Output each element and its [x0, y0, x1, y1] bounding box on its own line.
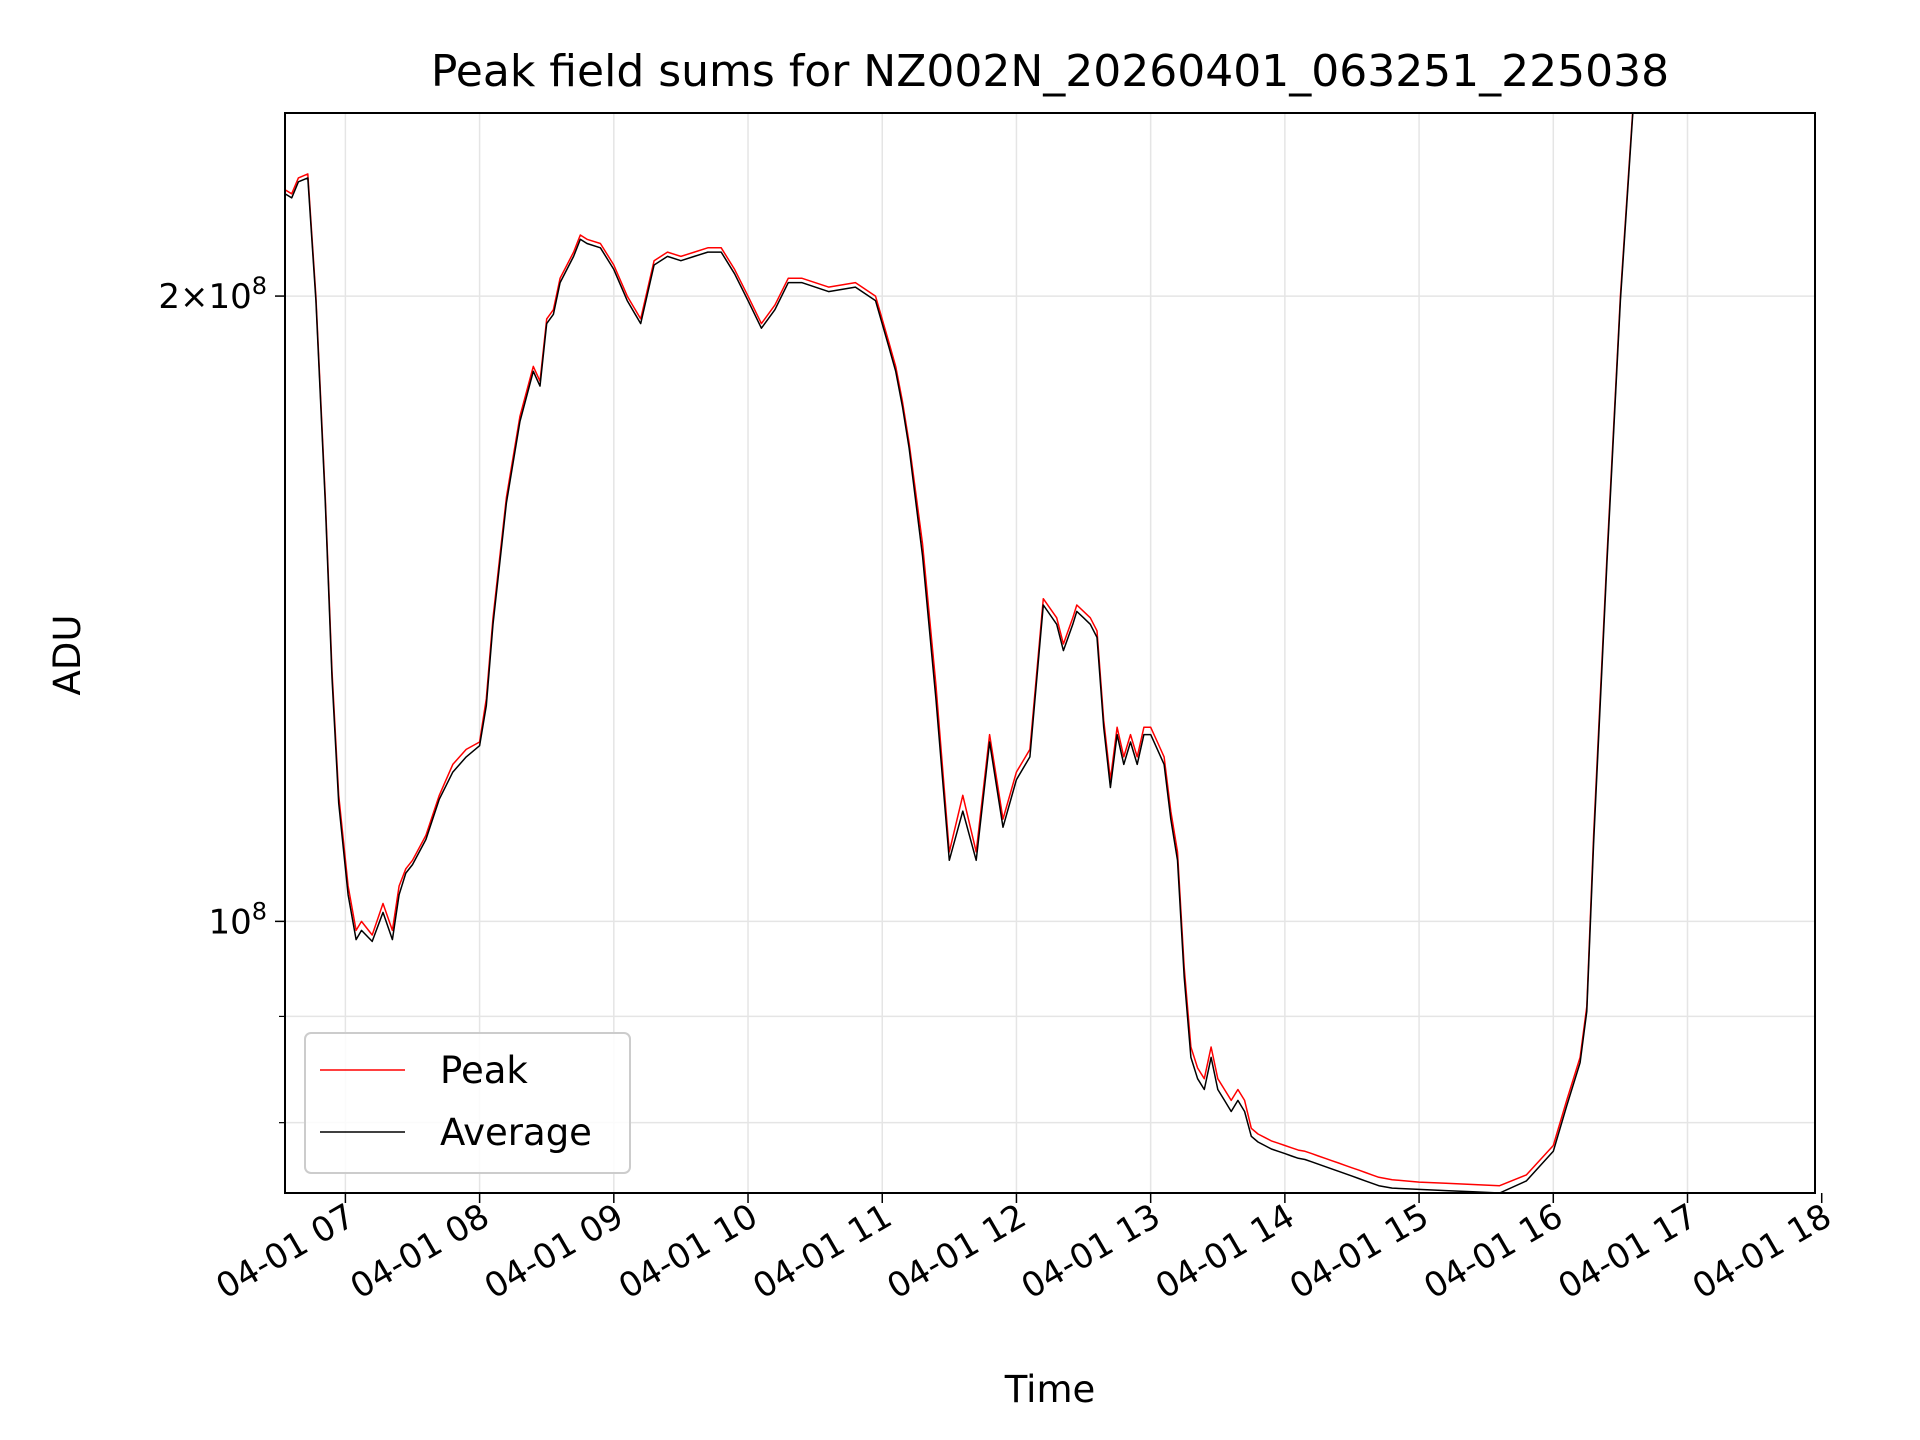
legend-peak-label: Peak: [440, 1049, 528, 1092]
chart-title: Peak field sums for NZ002N_20260401_0632…: [431, 46, 1669, 97]
legend-box: [304, 1032, 631, 1174]
y-tick-label: 2×108: [158, 272, 267, 317]
legend: Peak Average: [304, 1032, 631, 1174]
y-axis-label: ADU: [46, 615, 89, 696]
x-axis-label: Time: [1004, 1368, 1096, 1411]
series-line-average: [285, 113, 1634, 1193]
y-tick-label: 108: [208, 897, 267, 942]
legend-average-label: Average: [440, 1111, 592, 1154]
series-layer: [285, 113, 1634, 1193]
plot-frame: [284, 112, 1816, 1194]
